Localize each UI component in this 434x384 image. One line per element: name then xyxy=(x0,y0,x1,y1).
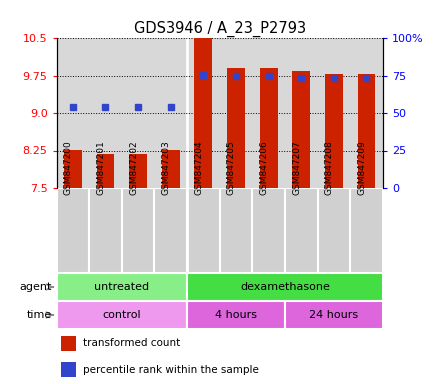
Bar xyxy=(349,188,382,273)
Bar xyxy=(187,273,382,301)
Text: control: control xyxy=(102,310,141,320)
Bar xyxy=(187,38,219,188)
Text: 4 hours: 4 hours xyxy=(214,310,256,320)
Bar xyxy=(317,188,349,273)
Bar xyxy=(219,188,252,273)
Text: time: time xyxy=(27,310,52,320)
Bar xyxy=(284,188,317,273)
Bar xyxy=(292,71,309,188)
Bar xyxy=(56,188,89,273)
Bar xyxy=(129,154,147,188)
Title: GDS3946 / A_23_P2793: GDS3946 / A_23_P2793 xyxy=(133,20,305,36)
Bar xyxy=(56,273,187,301)
Bar xyxy=(64,150,82,188)
Text: transformed count: transformed count xyxy=(82,338,180,348)
Text: 24 hours: 24 hours xyxy=(309,310,358,320)
Text: agent: agent xyxy=(20,282,52,292)
Bar xyxy=(219,38,252,188)
Bar xyxy=(122,38,154,188)
Text: GSM847201: GSM847201 xyxy=(96,140,105,195)
Bar xyxy=(154,38,187,188)
Text: percentile rank within the sample: percentile rank within the sample xyxy=(82,365,258,375)
Text: GSM847200: GSM847200 xyxy=(64,140,73,195)
Bar xyxy=(122,188,154,273)
Bar xyxy=(89,188,122,273)
Text: GSM847205: GSM847205 xyxy=(227,140,235,195)
Bar xyxy=(324,73,342,188)
Bar xyxy=(187,188,219,273)
Bar xyxy=(317,38,349,188)
Text: GSM847203: GSM847203 xyxy=(161,140,170,195)
Text: GSM847207: GSM847207 xyxy=(292,140,300,195)
Text: GSM847204: GSM847204 xyxy=(194,140,203,195)
Bar xyxy=(194,38,212,188)
Bar xyxy=(61,362,76,377)
Text: dexamethasone: dexamethasone xyxy=(240,282,329,292)
Bar xyxy=(284,38,317,188)
Bar xyxy=(357,73,375,188)
Bar xyxy=(56,301,187,329)
Bar xyxy=(61,336,76,351)
Text: untreated: untreated xyxy=(94,282,149,292)
Bar xyxy=(284,301,382,329)
Bar xyxy=(96,154,114,188)
Bar xyxy=(227,68,244,188)
Bar xyxy=(187,301,284,329)
Bar xyxy=(161,150,179,188)
Bar xyxy=(56,38,89,188)
Text: GSM847208: GSM847208 xyxy=(324,140,333,195)
Bar xyxy=(349,38,382,188)
Text: GSM847209: GSM847209 xyxy=(357,140,365,195)
Bar xyxy=(89,38,122,188)
Bar xyxy=(259,68,277,188)
Text: GSM847206: GSM847206 xyxy=(259,140,268,195)
Bar xyxy=(252,38,284,188)
Bar xyxy=(252,188,284,273)
Text: GSM847202: GSM847202 xyxy=(129,140,138,195)
Bar xyxy=(154,188,187,273)
